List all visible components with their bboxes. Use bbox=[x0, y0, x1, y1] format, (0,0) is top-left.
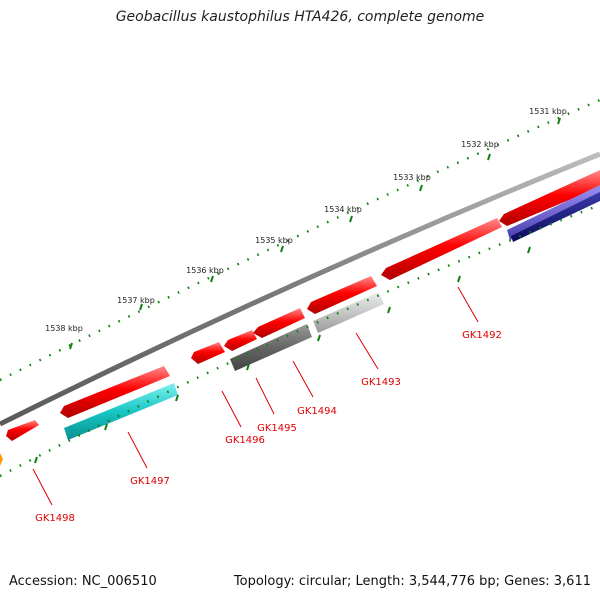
inner-ruler-ticks bbox=[34, 246, 531, 464]
ruler-tick bbox=[349, 215, 353, 223]
leader-gk1496 bbox=[221, 390, 242, 428]
leader-gk1497 bbox=[127, 431, 148, 469]
gene-arrow bbox=[499, 170, 600, 226]
gene-label-gk1492: GK1492 bbox=[462, 330, 502, 341]
gene-label-gk1495: GK1495 bbox=[257, 423, 297, 434]
gene-arrow-gk1494 bbox=[253, 308, 305, 338]
ruler-tick bbox=[557, 117, 561, 125]
label-leaders bbox=[32, 286, 479, 506]
ruler-label: 1532 kbp bbox=[461, 140, 499, 149]
ruler-tick bbox=[487, 153, 491, 161]
inner-tick bbox=[457, 275, 461, 283]
ruler-tick bbox=[280, 245, 284, 253]
inner-tick bbox=[34, 456, 38, 464]
gene-arrow-gk1496 bbox=[191, 342, 225, 364]
accession-text: Accession: NC_006510 bbox=[9, 574, 157, 589]
ruler-label: 1533 kbp bbox=[393, 173, 431, 182]
inner-tick bbox=[317, 334, 321, 342]
leader-gk1494 bbox=[292, 360, 314, 398]
inner-tick bbox=[527, 246, 531, 254]
gene-bar-cyan bbox=[64, 383, 178, 440]
ruler-label: 1535 kbp bbox=[255, 236, 293, 245]
leader-gk1492 bbox=[457, 286, 479, 323]
topology-text: Topology: circular; Length: 3,544,776 bp… bbox=[233, 574, 591, 589]
ruler-label: 1538 kbp bbox=[45, 324, 83, 333]
gene-label-gk1493: GK1493 bbox=[361, 377, 401, 388]
leader-gk1495 bbox=[255, 377, 275, 415]
genome-title: Geobacillus kaustophilus HTA426, complet… bbox=[115, 9, 485, 25]
ruler-tick bbox=[69, 342, 73, 350]
gene-arrow bbox=[6, 420, 39, 441]
forward-strand-genes bbox=[6, 170, 600, 441]
gene-bar-light-gray bbox=[313, 292, 384, 333]
gene-label-gk1496: GK1496 bbox=[225, 435, 265, 446]
ruler-tick bbox=[419, 184, 423, 192]
ruler-label: 1534 kbp bbox=[324, 205, 362, 214]
gene-bar-purple bbox=[507, 185, 600, 240]
inner-tick bbox=[246, 363, 250, 371]
gene-bar-orange bbox=[0, 453, 3, 466]
gene-arrow-gk1495 bbox=[224, 330, 257, 351]
gene-arrow-gk1492 bbox=[381, 218, 502, 280]
gene-label-gk1497: GK1497 bbox=[130, 476, 170, 487]
ruler-tick bbox=[210, 275, 214, 283]
ruler-label: 1537 kbp bbox=[117, 296, 155, 305]
gene-bar-navy bbox=[511, 192, 600, 242]
ruler: 1531 kbp 1532 kbp 1533 kbp 1534 kbp 1535… bbox=[45, 107, 567, 350]
gene-label-gk1498: GK1498 bbox=[35, 513, 75, 524]
gene-bar-dark-gray bbox=[230, 324, 312, 371]
genome-backbone bbox=[0, 151, 600, 427]
inner-tick bbox=[104, 423, 108, 431]
reverse-strand-genes bbox=[0, 185, 600, 466]
gene-labels: GK1492 GK1493 GK1494 GK1495 GK1496 GK149… bbox=[35, 330, 502, 524]
leader-gk1498 bbox=[32, 468, 53, 506]
ruler-tick bbox=[139, 303, 143, 311]
inner-tick bbox=[175, 394, 179, 402]
ruler-label: 1531 kbp bbox=[529, 107, 567, 116]
inner-tick bbox=[387, 306, 391, 314]
gene-arrow-gk1493 bbox=[307, 276, 377, 314]
ruler-label: 1536 kbp bbox=[186, 266, 224, 275]
gene-arrow-gk1497 bbox=[60, 366, 170, 418]
leader-gk1493 bbox=[355, 332, 379, 370]
gene-label-gk1494: GK1494 bbox=[297, 406, 337, 417]
